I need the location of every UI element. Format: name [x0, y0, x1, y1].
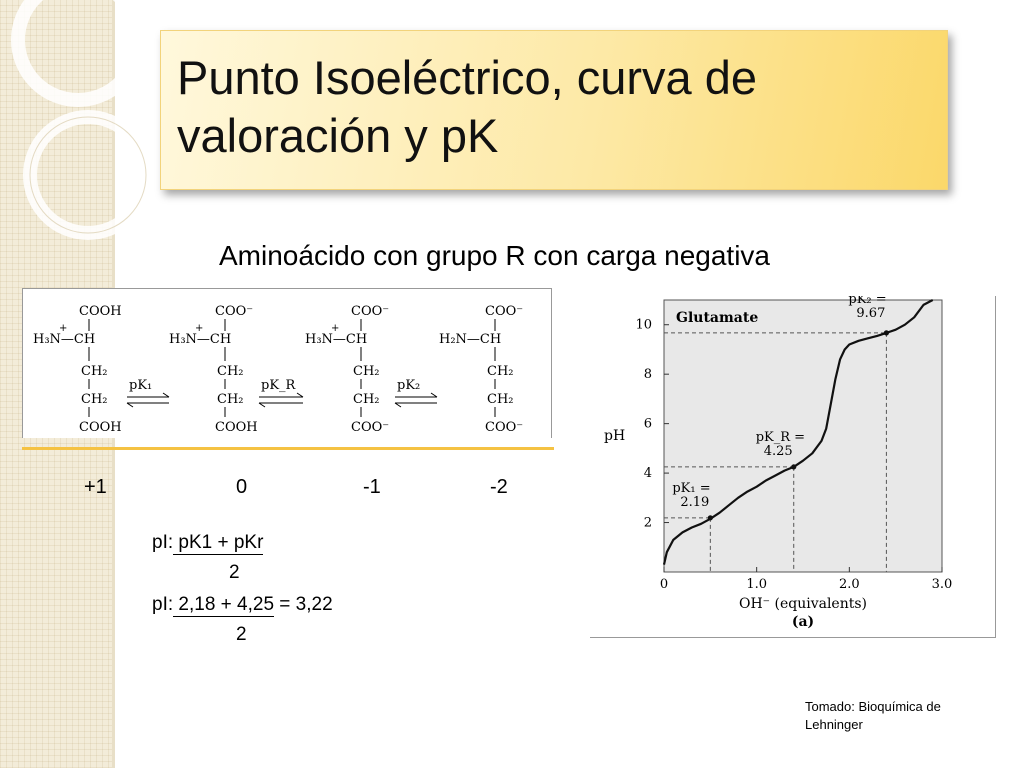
pk-point [791, 464, 797, 470]
species-3: COO⁻ + H₃N—CH CH₂ CH₂ COO⁻ [305, 304, 389, 435]
species-2-bottom: COOH [215, 420, 258, 435]
y-tick-label: 10 [635, 318, 652, 333]
y-axis-label: pH [604, 428, 625, 444]
pi-formula-2-result: = 3,22 [274, 594, 333, 615]
slide-title: Punto Isoeléctrico, curva de valoración … [177, 51, 757, 162]
equilibrium-1-label: pK₁ [129, 378, 152, 393]
pi-formula-2-denominator: 2 [236, 624, 247, 645]
pi-formula-1-prefix: pI: [152, 532, 174, 553]
equilibrium-2: pK_R [258, 378, 304, 408]
pk-value: 9.67 [856, 306, 885, 321]
species-3-top: COO⁻ [351, 304, 389, 319]
species-2-top: COO⁻ [215, 304, 253, 319]
species-1-plus: + [59, 323, 67, 334]
species-4-bottom: COO⁻ [485, 420, 523, 435]
equilibrium-2-label: pK_R [261, 378, 297, 393]
species-3-ch2a: CH₂ [353, 364, 380, 379]
pk-value: 2.19 [680, 495, 709, 510]
y-tick-label: 2 [644, 516, 652, 531]
pi-formula-line-1: pI: pK1 + pKr [152, 532, 264, 555]
species-4-ch2a: CH₂ [487, 364, 514, 379]
source-credit: Tomado: Bioquímica de Lehninger [805, 699, 941, 732]
species-3-ch2b: CH₂ [353, 392, 380, 407]
equilibrium-3: pK₂ [394, 378, 438, 408]
species-4-top: COO⁻ [485, 304, 523, 319]
charge-label-1: +1 [84, 476, 107, 498]
charge-label-2: 0 [236, 476, 248, 498]
species-1-top: COOH [79, 304, 122, 319]
species-3-amine: H₃N—CH [305, 332, 367, 347]
species-2-ch2a: CH₂ [217, 364, 244, 379]
species-3-plus: + [331, 323, 339, 334]
titration-graph-panel: 0 1.0 2.0 3.0 2 4 6 8 10 pH OH⁻ (equivalents) (a) Gl… [590, 292, 996, 638]
structures-svg: COOH + H₃N—CH CH₂ CH₂ COOH COO⁻ + H₃N—CH… [33, 304, 523, 435]
chart-title: Glutamate [676, 310, 758, 326]
charge-label-3: -1 [363, 476, 381, 498]
species-2-plus: + [195, 323, 203, 334]
species-4-amine: H₂N—CH [439, 332, 501, 347]
species-4: COO⁻ H₂N—CH CH₂ CH₂ COO⁻ [439, 304, 523, 435]
species-1-ch2b: CH₂ [81, 392, 108, 407]
slide-subtitle: Aminoácido con grupo R con carga negativ… [219, 240, 771, 271]
pk-value: 4.25 [764, 444, 793, 459]
pi-formula-1-numerator: pK1 + pKr [173, 532, 264, 555]
y-tick-label: 8 [644, 367, 652, 382]
x-axis-label: OH⁻ (equivalents) [739, 596, 867, 612]
structures-underline [22, 447, 554, 450]
decor-rings [11, 0, 153, 240]
x-tick-label: 2.0 [839, 577, 860, 592]
x-tick-label: 1.0 [746, 577, 767, 592]
charge-label-4: -2 [490, 476, 508, 498]
pk-label: pK_R = [756, 430, 805, 445]
equilibrium-3-label: pK₂ [397, 378, 420, 393]
x-tick-label: 0 [660, 577, 668, 592]
pi-formula-line-2: pI: 2,18 + 4,25 = 3,22 [152, 594, 333, 617]
species-1-bottom: COOH [79, 420, 122, 435]
species-1-amine: H₃N—CH [33, 332, 95, 347]
species-4-ch2b: CH₂ [487, 392, 514, 407]
chart-caption: (a) [792, 614, 814, 630]
species-2-amine: H₃N—CH [169, 332, 231, 347]
titration-chart: 0 1.0 2.0 3.0 2 4 6 8 10 pH OH⁻ (equivalents) (a) Gl… [604, 292, 953, 630]
equilibrium-1: pK₁ [126, 378, 170, 408]
title-box: Punto Isoeléctrico, curva de valoración … [160, 30, 948, 190]
titration-curve [662, 299, 934, 565]
species-1-ch2a: CH₂ [81, 364, 108, 379]
pk-label: pK₁ = [672, 481, 710, 496]
pi-formula-2-numerator: 2,18 + 4,25 [173, 594, 275, 617]
pi-formula-1-denominator: 2 [229, 562, 240, 583]
species-3-bottom: COO⁻ [351, 420, 389, 435]
pk-point [707, 515, 713, 521]
y-tick-label: 4 [644, 466, 652, 481]
y-tick-label: 6 [644, 417, 652, 432]
structures-panel: COOH + H₃N—CH CH₂ CH₂ COOH COO⁻ + H₃N—CH… [22, 288, 552, 438]
pk-point [883, 330, 889, 336]
species-2-ch2b: CH₂ [217, 392, 244, 407]
pi-formula-2-prefix: pI: [152, 594, 174, 615]
x-tick-label: 3.0 [932, 577, 953, 592]
pk-label: pK₂ = [848, 296, 886, 307]
species-2: COO⁻ + H₃N—CH CH₂ CH₂ COOH [169, 304, 258, 435]
species-1: COOH + H₃N—CH CH₂ CH₂ COOH [33, 304, 122, 435]
